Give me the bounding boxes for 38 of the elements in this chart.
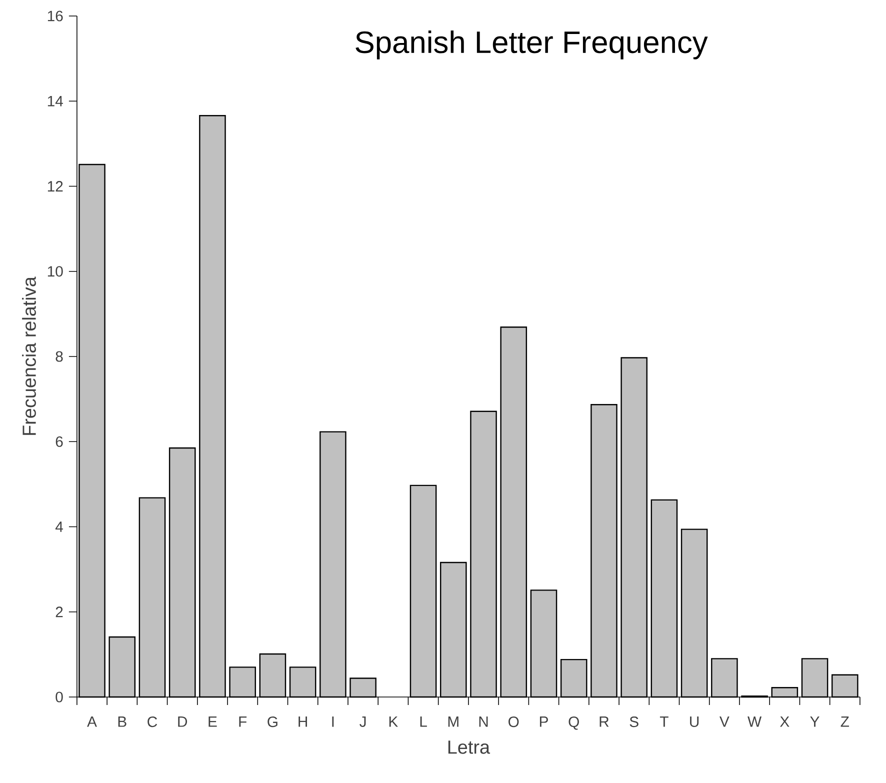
x-tick-label: J (360, 716, 366, 727)
y-tick-label: 4 (55, 522, 63, 532)
y-tick-label: 16 (48, 10, 63, 22)
x-tick-label: O (508, 716, 519, 728)
x-tick-label: T (660, 716, 668, 727)
x-tick-label: D (178, 716, 188, 727)
x-tick-label: S (630, 716, 638, 728)
y-tick-label: 14 (48, 96, 63, 106)
y-tick-label: 6 (56, 436, 63, 447)
x-tick-label: Z (840, 716, 849, 727)
y-tick-label: 0 (56, 692, 63, 702)
x-axis-title: Letra (448, 740, 490, 754)
x-tick-label: N (479, 716, 488, 727)
chart-title: Spanish Letter Frequency (356, 30, 708, 60)
x-tick-label: L (420, 716, 427, 727)
x-tick-label: M (448, 716, 458, 727)
y-tick-label: 12 (48, 181, 63, 192)
x-tick-label: P (540, 716, 548, 727)
x-tick-label: F (239, 716, 247, 727)
x-tick-label: I (332, 716, 334, 727)
x-tick-label: R (600, 716, 609, 727)
x-tick-label: W (748, 716, 762, 727)
x-tick-label: H (298, 716, 307, 727)
x-tick-label: U (690, 716, 699, 727)
y-tick-label: 10 (48, 266, 63, 277)
y-tick-label: 8 (56, 351, 63, 362)
x-tick-label: G (268, 716, 278, 728)
x-tick-label: Q (568, 716, 579, 730)
x-tick-label: Y (810, 716, 820, 727)
x-tick-label: B (118, 716, 126, 727)
x-tick-label: C (148, 716, 158, 728)
x-tick-label: A (87, 716, 97, 727)
y-axis-title: Frecuencia relativa (22, 276, 36, 435)
x-tick-label: E (208, 716, 217, 727)
x-tick-label: K (389, 716, 398, 727)
y-tick-label: 2 (56, 606, 63, 618)
x-tick-label: V (720, 716, 730, 727)
x-tick-label: X (780, 716, 790, 727)
